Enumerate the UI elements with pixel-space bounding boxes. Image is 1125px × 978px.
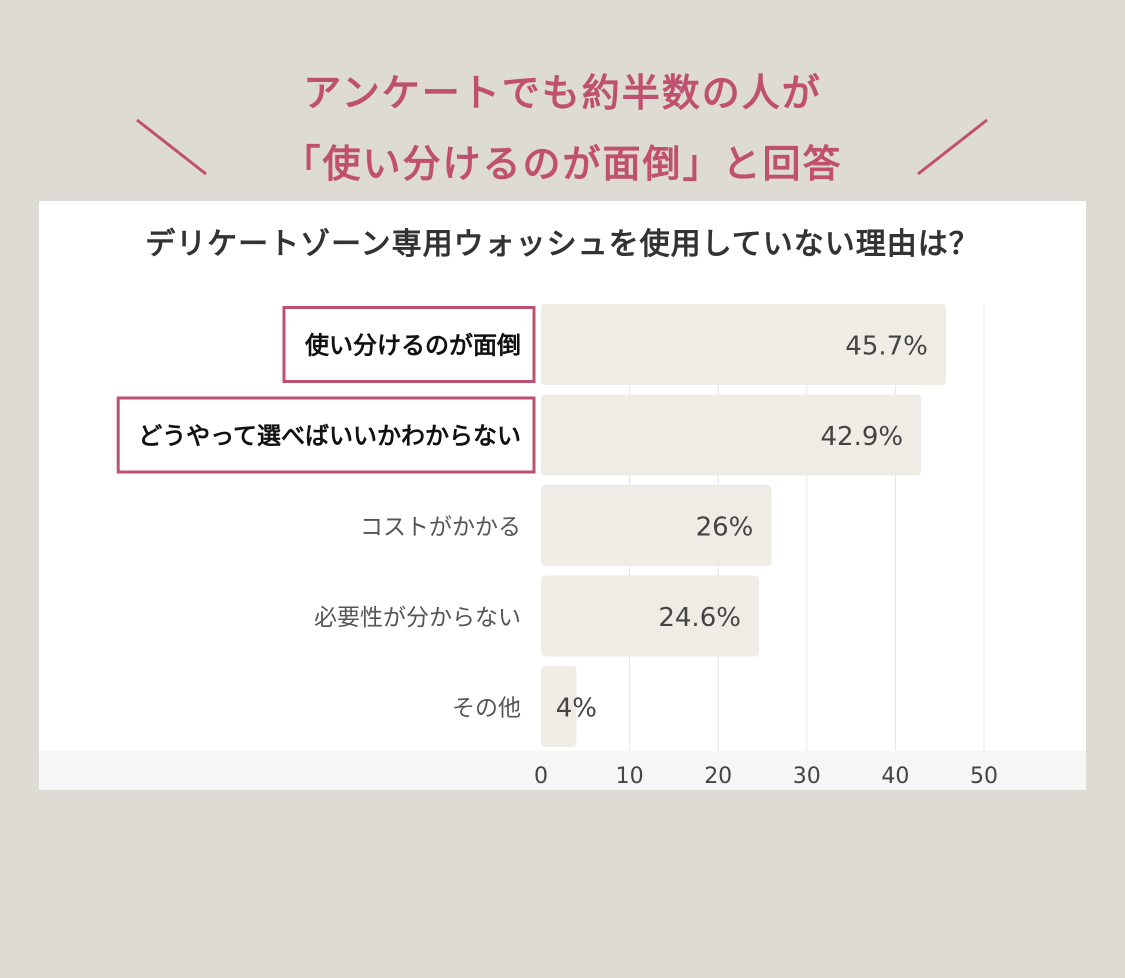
bar-0 — [541, 304, 946, 385]
chart-card: デリケートゾーン専用ウォッシュを使用していない理由は？ 45.7% 使い分けるのが… — [39, 201, 1086, 790]
bar-1 — [541, 394, 922, 476]
value-label-4: 4% — [556, 694, 597, 724]
x-tick-label-10: 10 — [616, 764, 644, 789]
x-tick-label-40: 40 — [881, 764, 909, 789]
category-label-2: コストがかかる — [360, 515, 521, 541]
right-slash-decoration — [917, 118, 988, 176]
chart-title: デリケートゾーン専用ウォッシュを使用していない理由は？ — [145, 227, 980, 262]
left-slash-decoration — [136, 118, 207, 176]
highlight-box-1 — [116, 396, 536, 474]
x-tick-label-30: 30 — [793, 764, 821, 789]
x-tick-label-20: 20 — [704, 764, 732, 789]
value-label-3: 24.6% — [658, 603, 741, 633]
bar-2 — [541, 485, 772, 566]
category-label-1: どうやって選べばいいかわからない — [138, 422, 521, 450]
category-label-3: 必要性が分からない — [314, 605, 521, 631]
highlight-box-0 — [282, 306, 536, 383]
category-label-0: 使い分けるのが面倒 — [304, 332, 521, 360]
value-label-2: 26% — [696, 513, 754, 543]
bar-chart-plot: 45.7% 使い分けるのが面倒 42.9% どうやって選べばいいかわからない 26% コス… — [116, 304, 998, 789]
bar-4 — [541, 666, 577, 747]
value-label-1: 42.9% — [820, 422, 903, 452]
headline-line-1: アンケートでも約半数の人が — [303, 71, 822, 115]
headline-line-2: 「使い分けるのが面倒」と回答 — [282, 142, 843, 186]
category-label-4: その他 — [452, 696, 521, 722]
x-tick-label-0: 0 — [534, 764, 548, 789]
value-label-0: 45.7% — [845, 332, 928, 362]
x-axis-strip — [39, 751, 1086, 790]
bar-3 — [541, 575, 759, 657]
x-tick-label-50: 50 — [970, 764, 998, 789]
